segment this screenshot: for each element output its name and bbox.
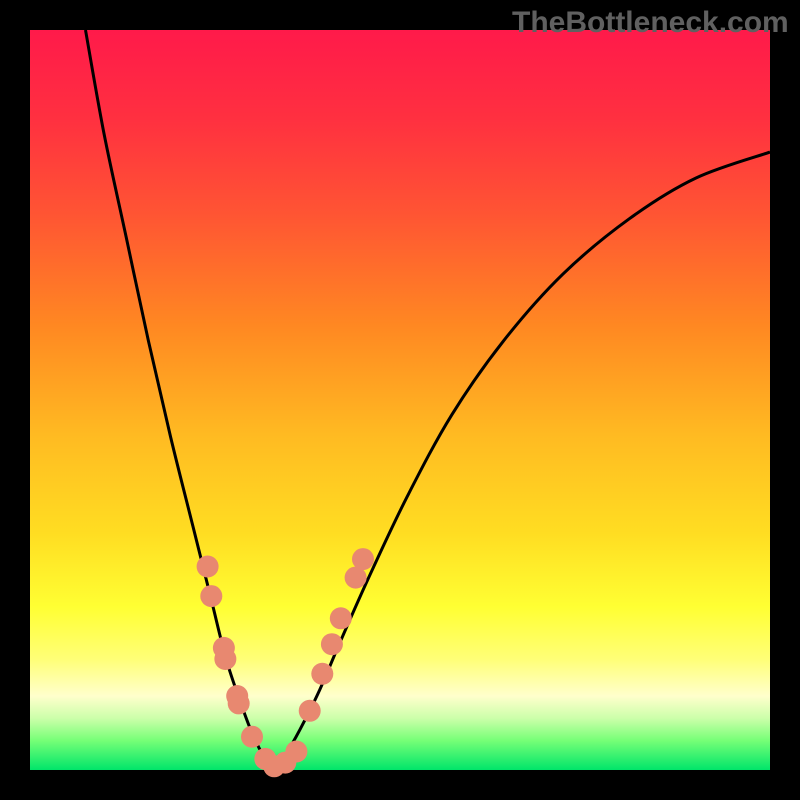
watermark-text: TheBottleneck.com bbox=[512, 6, 789, 40]
data-marker bbox=[330, 607, 352, 629]
data-marker bbox=[311, 663, 333, 685]
data-marker bbox=[299, 700, 321, 722]
data-marker bbox=[321, 633, 343, 655]
data-marker bbox=[197, 556, 219, 578]
data-marker bbox=[228, 692, 250, 714]
data-marker bbox=[241, 726, 263, 748]
data-marker bbox=[200, 585, 222, 607]
chart-svg bbox=[0, 0, 800, 800]
data-marker bbox=[214, 648, 236, 670]
data-marker bbox=[352, 548, 374, 570]
plot-background bbox=[30, 30, 770, 770]
chart-container: TheBottleneck.com bbox=[0, 0, 800, 800]
data-marker bbox=[285, 741, 307, 763]
